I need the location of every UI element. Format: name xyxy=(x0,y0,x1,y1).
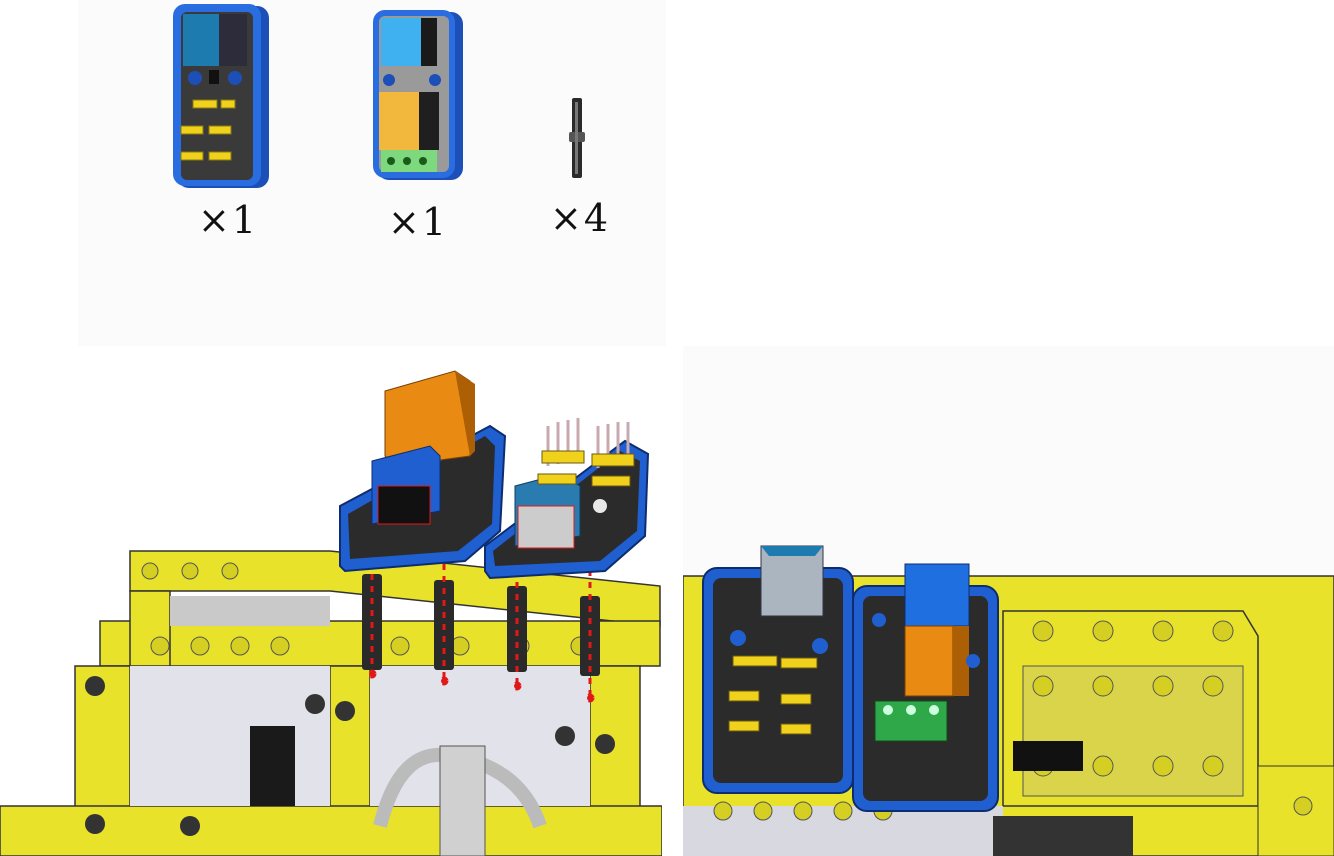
connector-pin-qty: ×4 xyxy=(550,196,611,240)
parts-list-panel: ×1 ×1 ×4 xyxy=(78,0,666,346)
sensor-module-qty: ×1 xyxy=(198,198,259,242)
frame-beams xyxy=(0,550,662,856)
relay-module-lifted xyxy=(339,370,507,573)
assembly-step-panel xyxy=(0,346,662,856)
sensor-module-image xyxy=(173,4,269,188)
relay-module-qty: ×1 xyxy=(388,200,449,244)
relay-module-installed xyxy=(852,563,999,812)
assembled-result-illustration xyxy=(683,545,1334,856)
connector-pin-image xyxy=(569,98,585,178)
assembled-result-panel xyxy=(683,346,1334,856)
relay-module-image xyxy=(373,10,463,180)
sensor-module-installed xyxy=(702,545,854,794)
assembly-step-illustration xyxy=(0,370,662,856)
sensor-module-lifted xyxy=(484,418,650,580)
